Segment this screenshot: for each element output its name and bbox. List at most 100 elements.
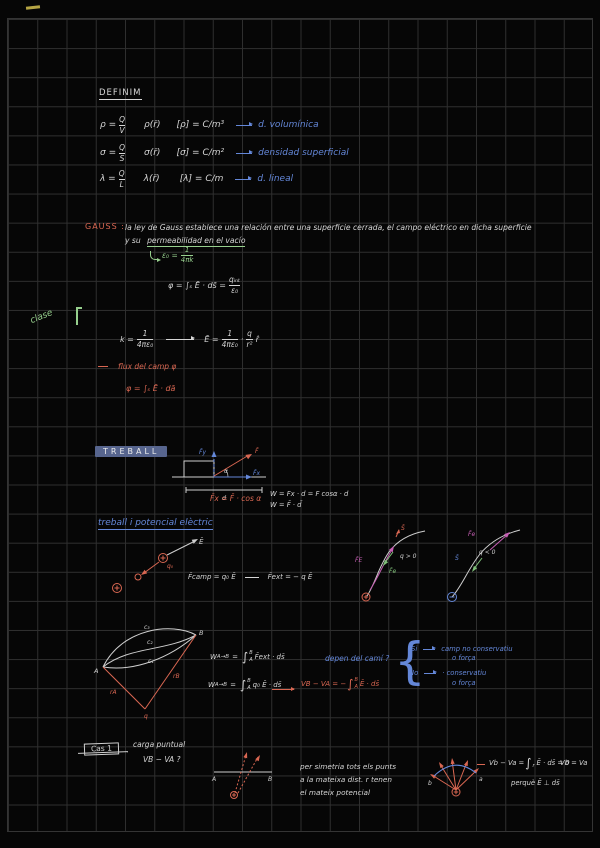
c3-label: c₃ [144,624,150,631]
charge-plus [230,791,238,799]
charge-minus [447,592,457,602]
perpendicular-reason: perquè Ē ⊥ ds̄ [511,779,560,787]
q-label: q [144,713,148,720]
flux-definition: φ = ∫ₛ Ē · dā [126,384,176,393]
charge-plus [451,787,461,797]
charge-plus [361,592,371,602]
s-label: S̄ [455,555,459,562]
grid-paper [7,18,593,832]
dash-icon [244,576,259,578]
c2-label: c₂ [147,639,153,646]
flux-equation: φ = ∫ₛ Ē · ds̄ = qᵢₙₜ ε₀ [168,275,241,295]
fy-arrow [211,451,217,477]
alpha-label: α [224,468,228,475]
force-equations: F̄camp = q₀ Ē F̄ext = − q Ē [188,573,313,581]
charge-field-diagram: Ē q₀ [112,537,204,593]
depends-on-path-question: depen del camí ? [325,654,390,663]
hook-arrow-icon [150,251,161,262]
clase-tick [76,307,78,325]
fe-label-green: F̄e [389,568,396,575]
f-label: F̄ [255,448,259,455]
dash-icon [98,366,108,367]
arrow-icon [236,122,254,126]
fx-arrow [214,474,252,480]
ra-label: rA [110,689,117,696]
dash-icon [477,764,485,765]
equipotential-result: Vb = Va [560,759,588,767]
radius-arrows [234,752,260,794]
s-arrow-green [472,557,483,572]
point-a-label: A [211,776,216,783]
field-arrowheads [430,758,479,779]
trajectory-positive-charge: F̄E S̄ F̄e q > 0 [355,525,426,602]
s-label: S̄ [401,525,405,532]
point-charge-diagram: A B [211,752,272,799]
cas1-question: VB − VA ? [143,755,181,764]
paths-a-to-b-diagram: A B c₃ c₂ c₁ rA rB q [93,624,204,720]
symmetry-text-2: a la mateixa dist. r tenen [300,775,393,784]
fx-label: F̄x [253,470,260,477]
point-b-label: B [268,776,272,783]
equipotential-arc [433,764,477,777]
d-label: d [222,494,227,502]
treball-highlight: TREBALL [95,439,168,458]
e-field-arrow [166,539,198,556]
force-box-diagram: F̄y F̄ F̄x α d [172,448,266,502]
radius-lines [102,634,197,710]
arrow-icon [424,670,438,674]
fe-arrow-magenta [369,546,394,591]
k-equation: k = 1 4πε₀ Ē = 1 4πε₀ · q r² r̂ [120,329,259,349]
ground-and-box [172,460,266,478]
arrow-icon [272,686,295,691]
c1-label: c₁ [148,658,154,665]
arrow-icon [166,336,196,340]
cases-brace: { [394,632,426,690]
epsilon-note: ε₀ = 1 4πk [150,247,196,264]
symmetry-text-3: el mateix potencial [300,788,371,797]
case-no-2: o força [452,679,476,687]
flux-field-label: flux del camp φ [98,362,176,371]
gauss-text-line1: la ley de Gauss establece una relación e… [125,223,532,232]
force-arrow [213,454,252,477]
arrow-icon [236,150,254,154]
equipotential-fan-diagram: b a [428,758,483,797]
rb-label: rB [173,673,180,680]
q0-label: q₀ [167,563,174,570]
charge-sign-note: q < 0 [479,549,496,556]
case-si-2: o força [452,654,476,662]
fe-label: F̄e [468,531,475,538]
e-label: Ē [199,537,204,546]
case-no: No · conservatiu [409,669,487,677]
charge-sign-note: q > 0 [400,553,417,560]
path-curve [366,530,426,597]
equipotential-equation: Vb − Va = ∫ r Ē · ds̄ = 0 [489,756,570,770]
arrow-icon [423,646,437,650]
yellow-mark [25,5,41,10]
fe-arrow-green [383,551,394,566]
potencial-title: treball i potencial elèctric [98,518,213,530]
field-arrows [431,759,478,791]
s-arrow [395,529,400,538]
fy-label: F̄y [199,449,206,456]
point-b-label: B [199,629,204,637]
d-measure [185,487,263,493]
path-curves [102,628,197,669]
work-equation-2: W = F̄ · d̄ [270,501,302,509]
point-a-label: A [93,667,98,675]
fe-label-magenta: F̄E [355,557,362,564]
displacement-arrow [134,561,160,581]
symmetry-text-1: per simetria tots els punts [300,762,397,771]
arrow-icon [235,176,253,180]
clase-tick [76,307,82,309]
cas1-label: carga puntual [133,740,186,749]
charge-plus [158,553,168,563]
gauss-text-line2: y su permeabilidad en el vacío [125,236,246,247]
trajectory-negative-charge: F̄e S̄ q < 0 [447,529,521,602]
fe-arrow-magenta [489,532,510,551]
